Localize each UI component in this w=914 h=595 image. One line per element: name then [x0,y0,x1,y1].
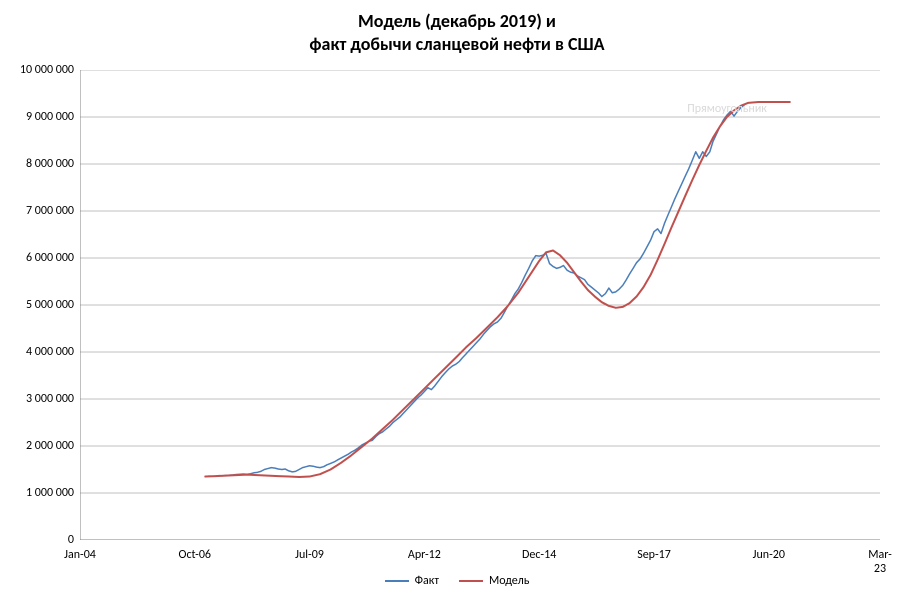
legend-label: Модель [489,574,529,588]
y-tick-label: 5 000 000 [4,298,74,312]
y-tick-label: 9 000 000 [4,110,74,124]
y-tick-label: 6 000 000 [4,251,74,265]
legend-item: Факт [385,574,439,588]
y-tick-label: 8 000 000 [4,157,74,171]
chart-root: Модель (декабрь 2019) и факт добычи слан… [0,0,914,595]
y-tick-label: 3 000 000 [4,392,74,406]
x-tick-label: Apr-12 [408,548,441,562]
x-tick-label: Sep-17 [637,548,671,562]
x-tick-label: Jul-09 [295,548,324,562]
series-line [205,102,790,477]
x-tick-label: Oct-06 [178,548,211,562]
legend-swatch [459,580,483,582]
y-tick-label: 7 000 000 [4,204,74,218]
x-tick-label: Dec-14 [522,548,556,562]
legend-swatch [385,580,409,582]
chart-title-line2: факт добычи сланцевой нефти в США [309,33,604,55]
x-tick-label: Jan-04 [64,548,96,562]
chart-title: Модель (декабрь 2019) и факт добычи слан… [0,10,914,55]
y-tick-label: 1 000 000 [4,486,74,500]
y-tick-label: 2 000 000 [4,439,74,453]
legend-label: Факт [415,574,439,588]
y-tick-label: 10 000 000 [4,63,74,77]
legend-item: Модель [459,574,529,588]
chart-svg [80,70,880,540]
x-tick-label: Jun-20 [753,548,785,562]
y-tick-label: 0 [4,533,74,547]
y-tick-label: 4 000 000 [4,345,74,359]
legend: Факт Модель [0,572,914,588]
series-line [205,105,744,477]
plot-area [80,70,880,540]
chart-title-line1: Модель (декабрь 2019) и [358,10,556,32]
